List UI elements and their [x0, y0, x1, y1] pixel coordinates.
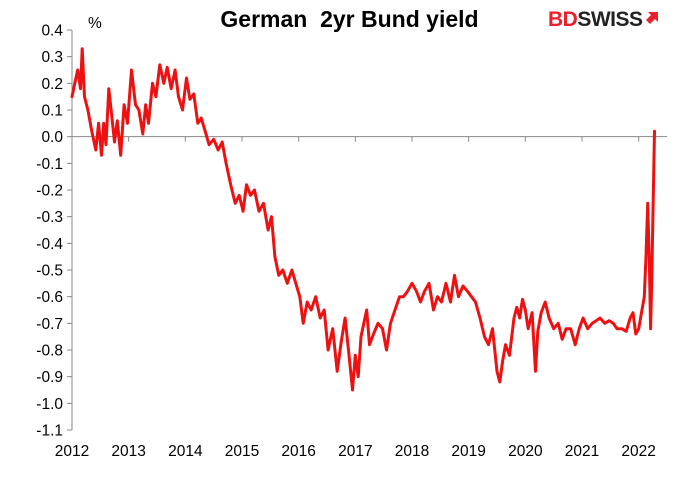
y-tick-label: -0.7: [36, 316, 63, 333]
logo-text-bd: BD: [548, 8, 578, 31]
x-tick-label: 2017: [338, 443, 372, 460]
chart-title: German 2yr Bund yield: [220, 6, 479, 32]
y-tick-label: 0.3: [41, 49, 63, 66]
y-tick-label: -1.1: [36, 423, 63, 440]
bdswiss-logo: BDSWISS: [548, 8, 664, 32]
x-tick-label: 2013: [111, 443, 145, 460]
y-axis-unit-label: %: [88, 15, 102, 32]
y-tick-label: -0.5: [36, 263, 63, 280]
y-tick-label: -1.0: [36, 396, 63, 413]
y-tick-label: -0.2: [36, 183, 63, 200]
y-tick-label: 0.4: [41, 23, 63, 40]
x-tick-label: 2021: [565, 443, 599, 460]
x-tick-label: 2015: [225, 443, 259, 460]
x-tick-label: 2020: [508, 443, 543, 460]
y-tick-label: -0.1: [36, 156, 63, 173]
logo-text-swiss: SWISS: [577, 8, 643, 31]
x-tick-label: 2014: [168, 443, 203, 460]
x-tick-label: 2022: [621, 443, 655, 460]
x-tick-label: 2019: [451, 443, 485, 460]
x-tick-label: 2012: [55, 443, 89, 460]
y-tick-label: -0.4: [36, 236, 63, 253]
y-tick-label: 0.2: [41, 76, 63, 93]
logo-arrow-icon: [645, 12, 658, 24]
y-tick-label: -0.9: [36, 369, 63, 386]
series-line-bund-yield: [70, 47, 656, 392]
x-tick-label: 2016: [281, 443, 315, 460]
y-tick-label: -0.3: [36, 209, 63, 226]
x-axis-ticks: 2012 2013 2014 2015 2016 2017 2018 2019 2020 2021…: [55, 136, 656, 460]
y-tick-label: -0.8: [36, 343, 63, 360]
y-axis-ticks: 0.4 0.3 0.2 0.1 0.0 -0.1 -0.2 -0.3 -0.4 -0.5 -0.6 -…: [36, 23, 72, 440]
x-tick-label: 2018: [395, 443, 429, 460]
y-tick-label: 0.1: [41, 103, 63, 120]
y-tick-label: -0.6: [36, 289, 63, 306]
y-tick-label: 0.0: [41, 129, 63, 146]
